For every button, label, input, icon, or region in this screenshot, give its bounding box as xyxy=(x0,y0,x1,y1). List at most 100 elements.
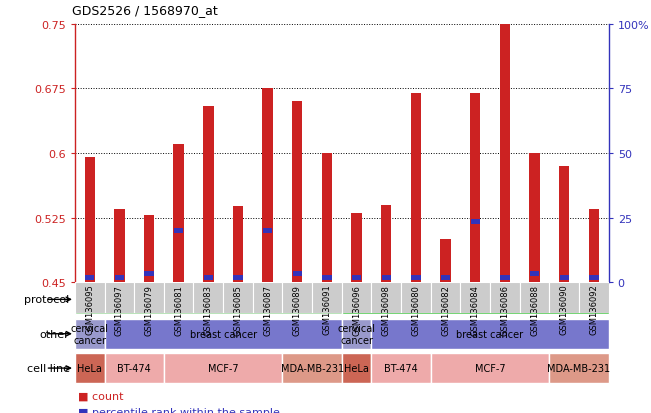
Text: BT-474: BT-474 xyxy=(117,363,151,373)
Bar xyxy=(441,275,450,281)
Text: GSM136084: GSM136084 xyxy=(471,284,480,335)
Text: GSM136095: GSM136095 xyxy=(85,284,94,335)
Text: GSM136090: GSM136090 xyxy=(560,284,569,335)
Text: other: other xyxy=(40,329,70,339)
Bar xyxy=(75,285,342,315)
Bar xyxy=(105,319,342,349)
Bar xyxy=(530,271,539,276)
Text: cervical
cancer: cervical cancer xyxy=(71,323,109,345)
Bar xyxy=(549,282,579,314)
Text: GSM136081: GSM136081 xyxy=(174,284,183,335)
Text: GSM136083: GSM136083 xyxy=(204,284,213,335)
Bar xyxy=(233,275,243,281)
Bar xyxy=(431,353,549,383)
Bar xyxy=(342,319,372,349)
Text: GSM136092: GSM136092 xyxy=(589,284,598,335)
Text: MDA-MB-231: MDA-MB-231 xyxy=(281,363,344,373)
Bar xyxy=(372,353,431,383)
Bar xyxy=(381,275,391,281)
Text: control: control xyxy=(189,294,228,305)
Bar xyxy=(204,275,213,281)
Bar xyxy=(322,275,331,281)
Bar xyxy=(105,282,134,314)
Text: GSM136089: GSM136089 xyxy=(293,284,302,335)
Text: GSM136079: GSM136079 xyxy=(145,284,154,335)
Text: GSM136096: GSM136096 xyxy=(352,284,361,335)
Bar xyxy=(85,158,95,282)
Bar xyxy=(322,154,332,282)
Bar xyxy=(75,319,105,349)
Text: GSM136082: GSM136082 xyxy=(441,284,450,335)
Text: GSM136087: GSM136087 xyxy=(263,284,272,335)
Bar xyxy=(490,282,519,314)
Bar xyxy=(589,209,599,282)
Bar xyxy=(114,209,124,282)
Text: cervical
cancer: cervical cancer xyxy=(338,323,376,345)
Bar xyxy=(193,282,223,314)
Text: HeLa: HeLa xyxy=(77,363,102,373)
Text: GSM136098: GSM136098 xyxy=(381,284,391,335)
Text: c-MYC knockdown: c-MYC knockdown xyxy=(425,294,525,305)
Text: GSM136085: GSM136085 xyxy=(234,284,242,335)
Text: GSM136091: GSM136091 xyxy=(322,284,331,335)
Bar xyxy=(471,220,480,225)
Bar xyxy=(263,228,272,233)
Bar xyxy=(519,282,549,314)
Bar xyxy=(283,353,342,383)
Bar xyxy=(352,214,362,282)
Bar xyxy=(411,93,421,282)
Text: GSM136086: GSM136086 xyxy=(501,284,509,335)
Bar xyxy=(292,102,303,282)
Text: GSM136097: GSM136097 xyxy=(115,284,124,335)
Bar xyxy=(292,271,302,276)
Bar xyxy=(460,282,490,314)
Text: ■ count: ■ count xyxy=(78,391,124,401)
Bar xyxy=(312,282,342,314)
Bar xyxy=(134,282,164,314)
Bar xyxy=(262,89,273,282)
Bar xyxy=(144,216,154,282)
Text: cell line: cell line xyxy=(27,363,70,373)
Bar xyxy=(549,353,609,383)
Bar xyxy=(372,282,401,314)
Bar xyxy=(342,353,372,383)
Bar xyxy=(283,282,312,314)
Bar xyxy=(401,282,431,314)
Bar xyxy=(500,25,510,282)
Text: GDS2526 / 1568970_at: GDS2526 / 1568970_at xyxy=(72,4,217,17)
Bar xyxy=(352,275,361,281)
Text: MDA-MB-231: MDA-MB-231 xyxy=(547,363,611,373)
Text: MCF-7: MCF-7 xyxy=(208,363,238,373)
Bar xyxy=(164,353,283,383)
Bar xyxy=(85,275,94,281)
Bar xyxy=(105,353,164,383)
Bar xyxy=(440,240,450,282)
Text: breast cancer: breast cancer xyxy=(189,329,256,339)
Bar xyxy=(203,107,214,282)
Bar xyxy=(411,275,421,281)
Text: GSM136088: GSM136088 xyxy=(530,284,539,335)
Bar xyxy=(233,207,243,282)
Bar xyxy=(559,275,569,281)
Text: protocol: protocol xyxy=(24,294,70,305)
Bar xyxy=(223,282,253,314)
Text: MCF-7: MCF-7 xyxy=(475,363,505,373)
Bar xyxy=(115,275,124,281)
Bar xyxy=(559,166,570,282)
Bar xyxy=(431,282,460,314)
Bar xyxy=(372,319,609,349)
Text: HeLa: HeLa xyxy=(344,363,369,373)
Bar xyxy=(173,145,184,282)
Bar xyxy=(75,353,105,383)
Bar xyxy=(253,282,283,314)
Bar xyxy=(75,282,105,314)
Bar xyxy=(164,282,193,314)
Bar xyxy=(145,271,154,276)
Bar xyxy=(174,228,184,233)
Bar xyxy=(470,93,480,282)
Text: breast cancer: breast cancer xyxy=(456,329,523,339)
Bar xyxy=(529,154,540,282)
Text: BT-474: BT-474 xyxy=(384,363,418,373)
Text: GSM136080: GSM136080 xyxy=(411,284,421,335)
Bar xyxy=(342,285,609,315)
